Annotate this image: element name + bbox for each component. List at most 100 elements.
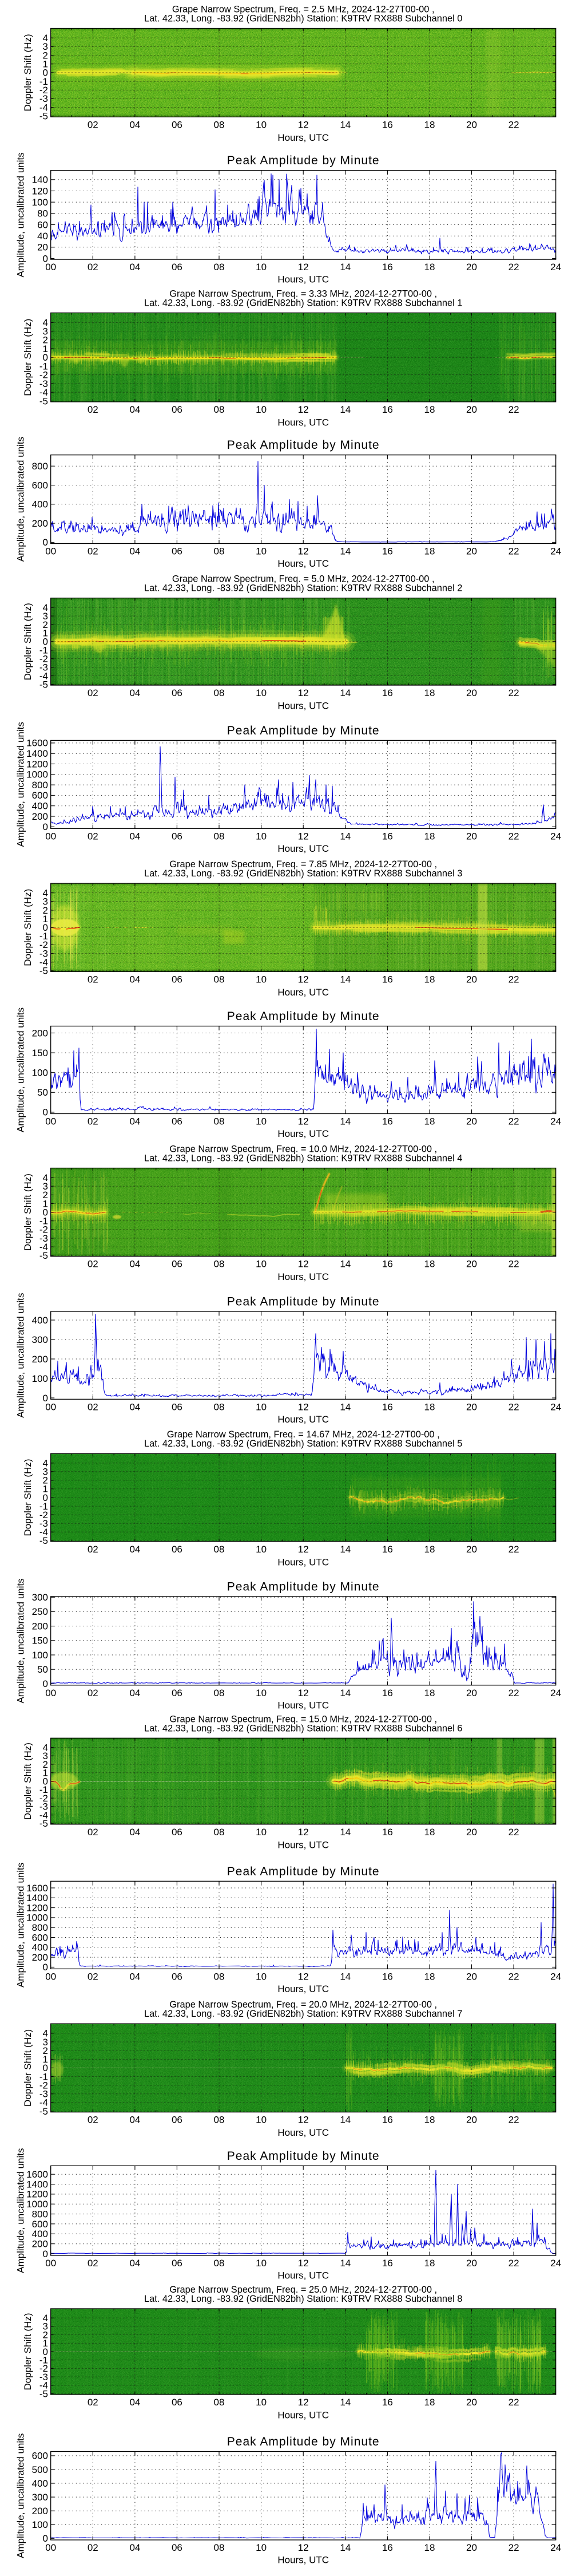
svg-text:-4: -4 [39,1809,48,1820]
svg-text:08: 08 [214,831,225,841]
svg-text:02: 02 [88,831,98,841]
svg-text:-5: -5 [39,966,48,977]
svg-text:1: 1 [43,2054,48,2065]
svg-text:04: 04 [129,688,140,698]
svg-text:20: 20 [37,242,48,253]
svg-text:16: 16 [382,1259,393,1270]
svg-text:Hours, UTC: Hours, UTC [277,2410,329,2421]
svg-text:06: 06 [172,2542,182,2553]
svg-text:12: 12 [298,1688,309,1698]
svg-text:300: 300 [32,2492,48,2503]
svg-text:12: 12 [298,546,309,557]
svg-text:4: 4 [43,2028,48,2039]
svg-text:1: 1 [43,59,48,70]
svg-text:100: 100 [32,1373,48,1384]
svg-text:Hours, UTC: Hours, UTC [277,274,329,285]
svg-text:12: 12 [298,262,309,272]
svg-text:1600: 1600 [26,738,48,749]
svg-text:20: 20 [466,2397,477,2408]
svg-text:08: 08 [214,2542,225,2553]
svg-text:300: 300 [32,1334,48,1345]
svg-text:22: 22 [509,2397,519,2408]
svg-text:18: 18 [424,262,435,272]
svg-text:18: 18 [424,119,435,130]
svg-text:Peak Amplitude by Minute: Peak Amplitude by Minute [227,1580,380,1593]
svg-text:14: 14 [340,2258,351,2269]
svg-text:14: 14 [340,688,351,698]
svg-text:02: 02 [88,1544,98,1555]
svg-text:12: 12 [298,2542,309,2553]
svg-text:Doppler Shift (Hz): Doppler Shift (Hz) [22,319,33,396]
svg-text:400: 400 [32,1315,48,1326]
svg-text:20: 20 [466,119,477,130]
svg-text:14: 14 [340,1116,351,1127]
svg-text:18: 18 [424,2258,435,2269]
svg-text:06: 06 [172,688,182,698]
svg-text:00: 00 [45,2542,56,2553]
svg-text:20: 20 [466,1259,477,1270]
svg-text:Lat. 42.33, Long. -83.92 (Gri: Lat. 42.33, Long. -83.92 (GridEN82bh) St… [144,583,462,594]
svg-text:4: 4 [43,1458,48,1469]
svg-text:04: 04 [129,262,140,272]
svg-text:0: 0 [43,1393,48,1404]
svg-text:Amplitude, uncalibrated units: Amplitude, uncalibrated units [15,2433,26,2558]
svg-text:Hours, UTC: Hours, UTC [277,987,329,998]
svg-text:02: 02 [88,1401,98,1412]
svg-text:24: 24 [550,1116,561,1127]
svg-text:06: 06 [172,831,182,841]
svg-text:500: 500 [32,2464,48,2475]
svg-text:24: 24 [550,546,561,557]
svg-text:02: 02 [88,262,98,272]
svg-text:200: 200 [32,1028,48,1038]
svg-text:24: 24 [550,1971,561,1982]
svg-text:-2: -2 [39,1224,48,1235]
svg-text:-5: -5 [39,1535,48,1546]
svg-text:24: 24 [550,1688,561,1698]
svg-text:18: 18 [424,2397,435,2408]
svg-text:Hours, UTC: Hours, UTC [277,1556,329,1567]
svg-text:06: 06 [172,2115,182,2125]
svg-text:16: 16 [382,2258,393,2269]
svg-text:12: 12 [298,1401,309,1412]
svg-text:Hours, UTC: Hours, UTC [277,2127,329,2138]
svg-text:150: 150 [32,1048,48,1058]
svg-text:-3: -3 [39,1801,48,1812]
svg-text:200: 200 [32,1354,48,1365]
svg-text:1400: 1400 [26,748,48,759]
svg-text:02: 02 [88,1827,98,1838]
svg-text:Hours, UTC: Hours, UTC [277,558,329,569]
svg-text:1400: 1400 [26,2179,48,2190]
svg-text:-5: -5 [39,679,48,690]
svg-text:1: 1 [43,2338,48,2349]
svg-text:1000: 1000 [26,2199,48,2210]
svg-text:16: 16 [382,404,393,415]
svg-text:Lat. 42.33, Long. -83.92 (Gri: Lat. 42.33, Long. -83.92 (GridEN82bh) St… [144,14,462,24]
svg-text:20: 20 [466,1827,477,1838]
svg-text:200: 200 [32,2506,48,2516]
svg-text:04: 04 [129,2258,140,2269]
svg-text:Hours, UTC: Hours, UTC [277,1839,329,1850]
svg-text:400: 400 [32,2229,48,2239]
svg-text:-4: -4 [39,670,48,681]
svg-text:600: 600 [32,480,48,491]
svg-text:12: 12 [298,688,309,698]
svg-text:00: 00 [45,2258,56,2269]
svg-text:-4: -4 [39,102,48,113]
svg-text:12: 12 [298,119,309,130]
svg-text:Grape Narrow Spectrum, Freq. =: Grape Narrow Spectrum, Freq. = 14.67 MHz… [167,1429,440,1440]
svg-text:06: 06 [172,546,182,557]
svg-text:16: 16 [382,1116,393,1127]
svg-text:2: 2 [43,1475,48,1486]
svg-text:20: 20 [466,262,477,272]
svg-text:0: 0 [43,1678,48,1689]
svg-text:16: 16 [382,546,393,557]
svg-text:08: 08 [214,546,225,557]
svg-text:08: 08 [214,1827,225,1838]
svg-text:400: 400 [32,499,48,510]
svg-text:18: 18 [424,1688,435,1698]
svg-text:-3: -3 [39,1518,48,1529]
svg-text:0: 0 [43,637,48,647]
svg-text:40: 40 [37,231,48,242]
svg-text:800: 800 [32,1922,48,1933]
svg-text:1: 1 [43,1768,48,1779]
